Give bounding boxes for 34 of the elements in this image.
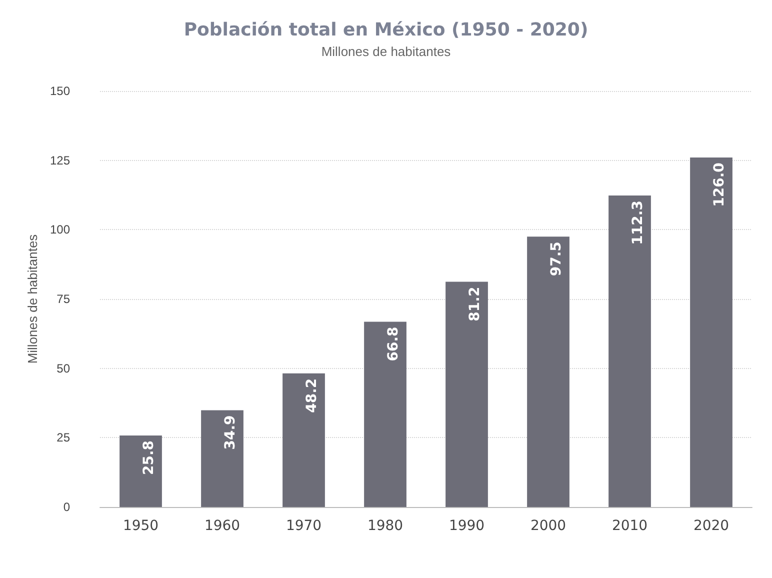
y-tick-label: 25 xyxy=(56,430,70,445)
bar xyxy=(527,236,570,507)
x-tick-label: 2010 xyxy=(612,518,648,534)
data-label: 126.0 xyxy=(711,162,728,207)
y-tick-label: 100 xyxy=(50,222,70,237)
chart-title: Población total en México (1950 - 2020) xyxy=(184,20,588,40)
x-tick-label: 2020 xyxy=(693,518,730,534)
bar xyxy=(282,373,325,507)
data-label: 48.2 xyxy=(304,378,320,413)
x-tick-label: 1960 xyxy=(204,518,240,534)
y-axis-title: Millones de habitantes xyxy=(25,234,40,364)
bar xyxy=(690,158,732,507)
data-label: 81.2 xyxy=(466,286,483,322)
data-label: 112.3 xyxy=(630,200,646,245)
data-label: 34.9 xyxy=(222,415,238,450)
chart-subtitle: Millones de habitantes xyxy=(321,44,452,59)
data-label: 97.5 xyxy=(548,242,564,276)
y-tick-label: 0 xyxy=(63,500,70,514)
bar xyxy=(364,322,406,507)
x-tick-label: 2000 xyxy=(530,518,566,534)
data-label: 25.8 xyxy=(140,440,157,475)
y-tick-label: 125 xyxy=(50,153,70,168)
bar xyxy=(446,282,488,507)
y-tick-label: 150 xyxy=(50,84,70,98)
x-tick-label: 1950 xyxy=(122,518,159,534)
x-tick-label: 1990 xyxy=(448,518,485,534)
bar xyxy=(120,435,162,507)
bar xyxy=(201,410,244,507)
y-tick-label: 50 xyxy=(56,361,70,376)
data-label: 66.8 xyxy=(385,326,402,362)
x-tick-label: 1980 xyxy=(367,518,404,534)
bar xyxy=(608,196,651,507)
y-tick-label: 75 xyxy=(56,292,70,306)
x-tick-label: 1970 xyxy=(286,518,322,534)
